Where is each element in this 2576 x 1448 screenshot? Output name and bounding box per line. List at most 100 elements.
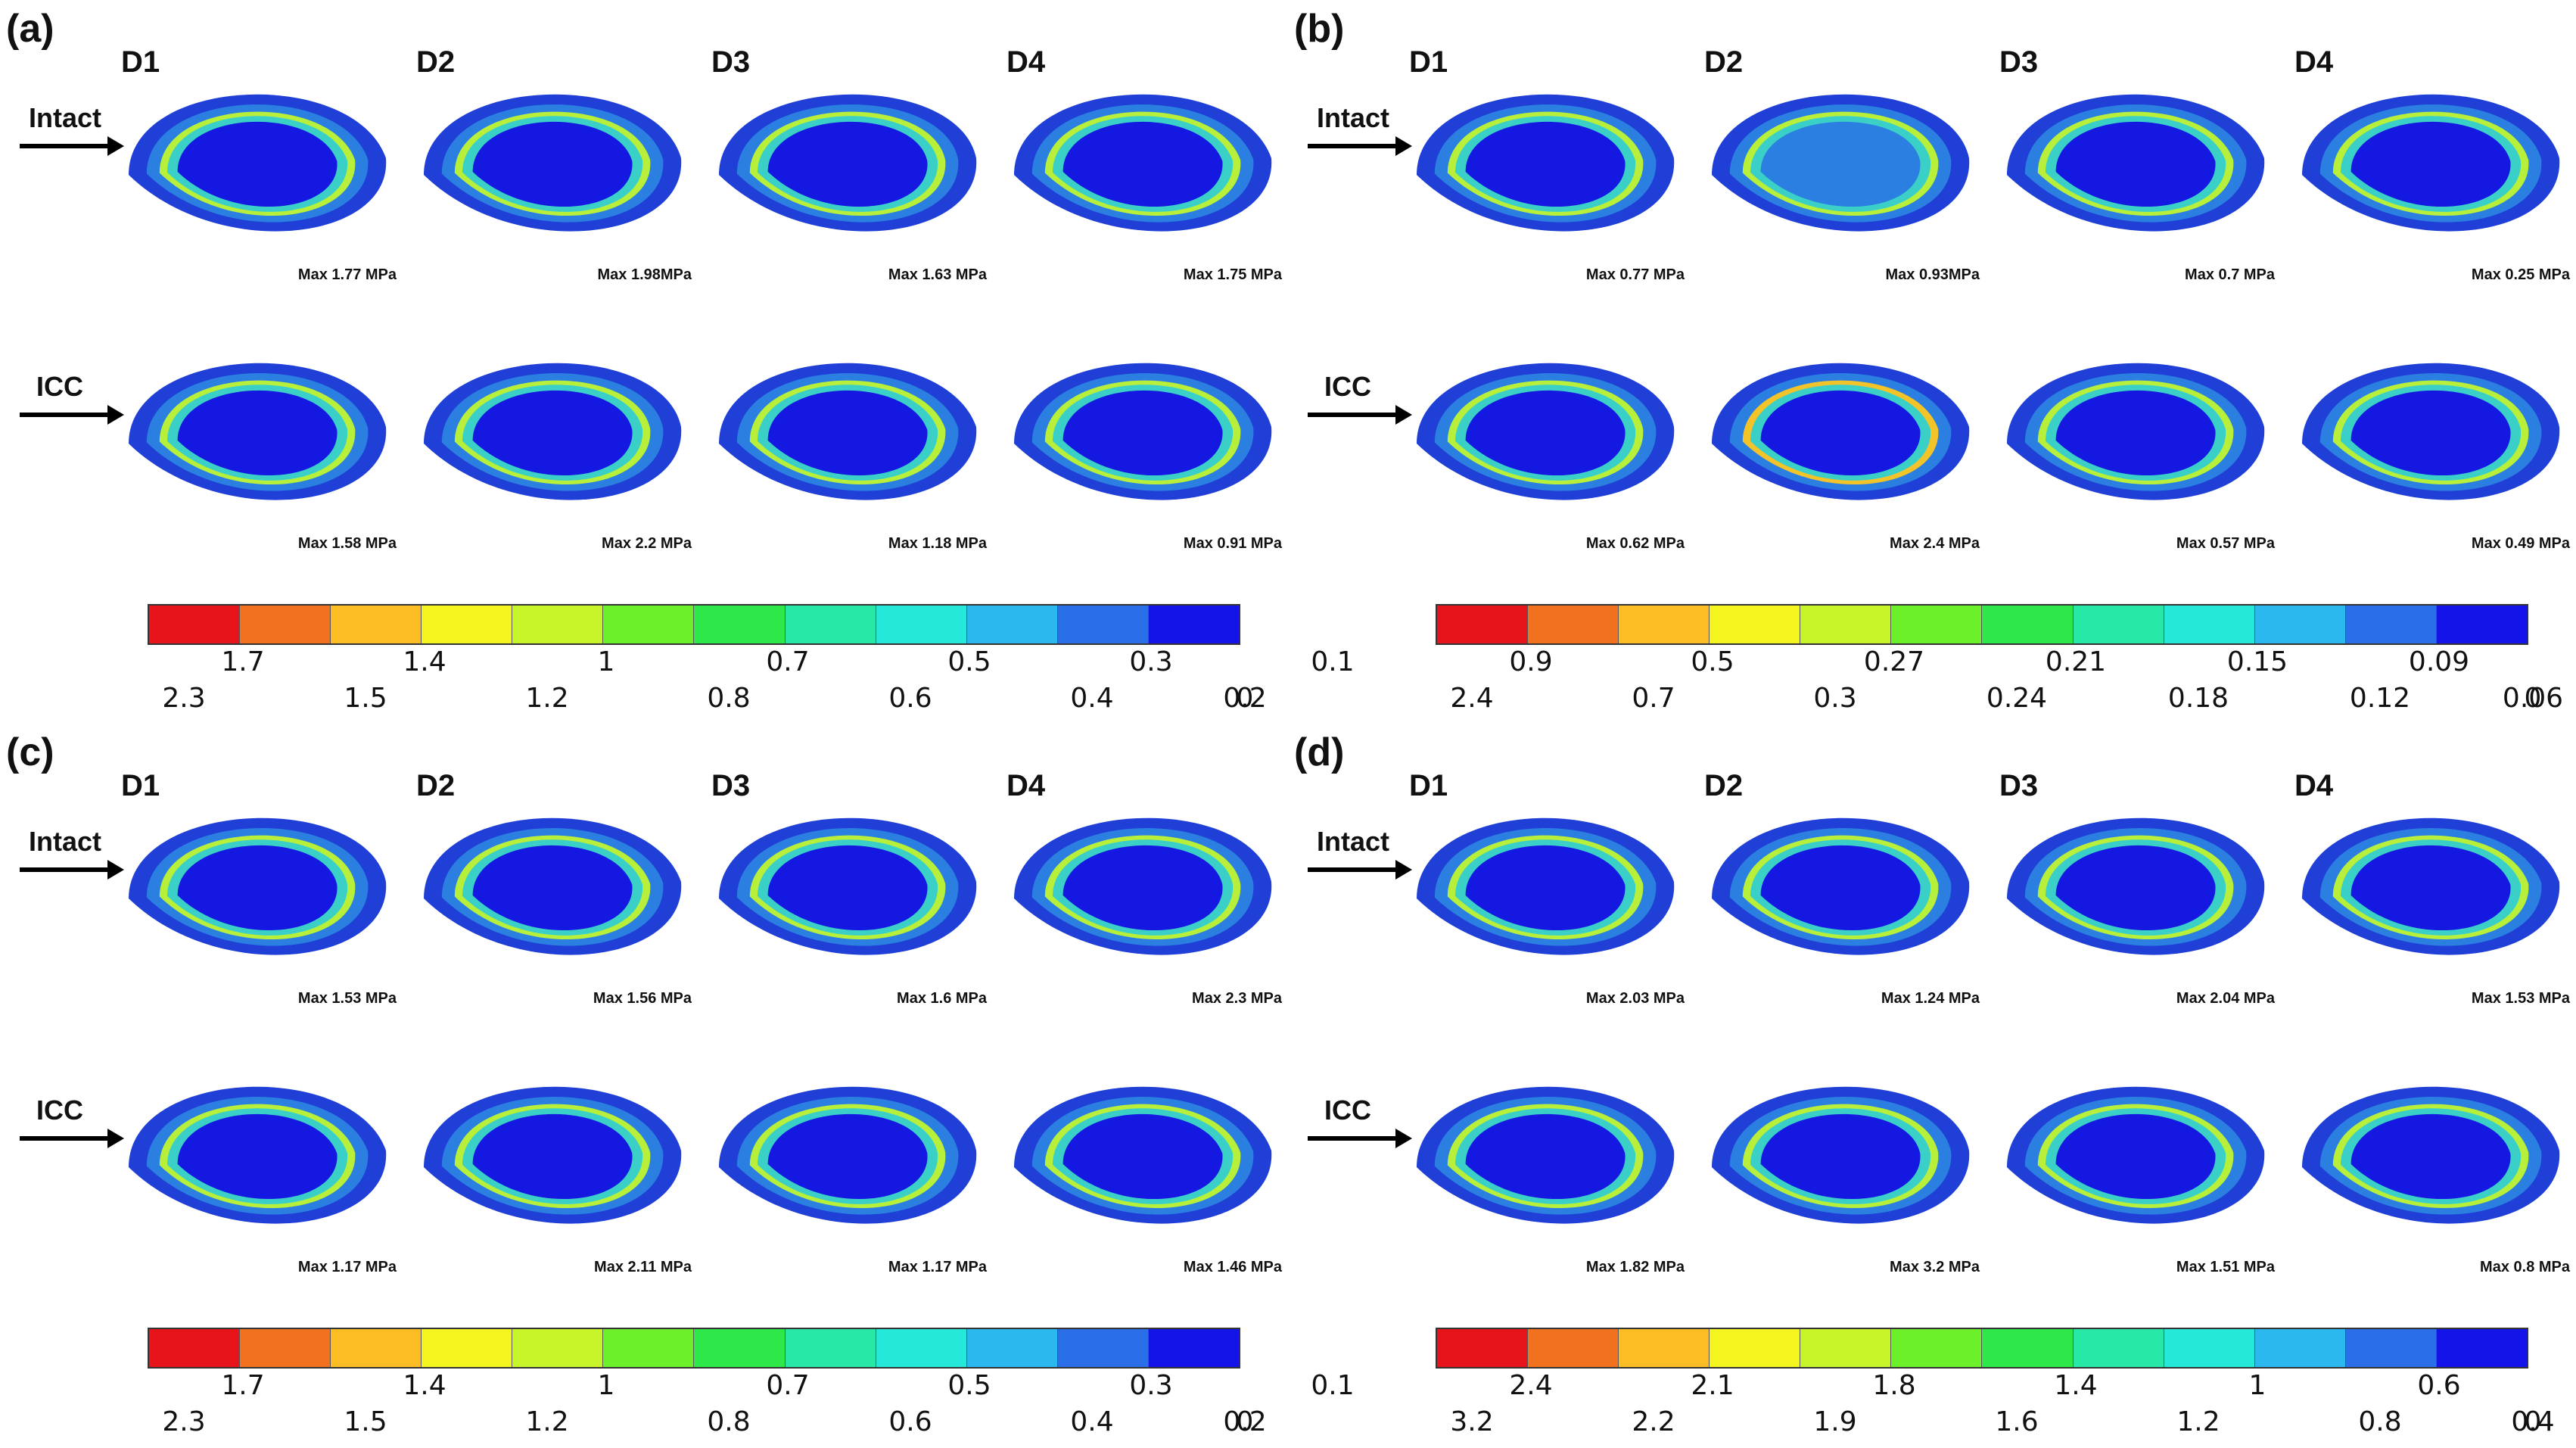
meniscus-model: Max 1.75 MPa [999, 72, 1286, 284]
max-stress-label: Max 1.53 MPa [297, 990, 397, 1007]
tick-label: 0.18 [2167, 683, 2229, 714]
column-label: D3 [1999, 45, 2039, 79]
contour-layer [1760, 1113, 1921, 1200]
colorbar-segment [1148, 1329, 1239, 1367]
meniscus-model: Max 0.91 MPa [999, 341, 1286, 553]
tick-label: 1.9 [1813, 1406, 1857, 1437]
meniscus-model: Max 1.17 MPa [114, 1064, 401, 1276]
colorbar-segment [2436, 606, 2527, 643]
tick-label: 0.8 [2358, 1406, 2402, 1437]
max-stress-label: Max 0.57 MPa [2176, 535, 2275, 552]
stress-contour-plot [1712, 94, 1970, 232]
colorbar-segment [694, 1329, 786, 1367]
meniscus-model: Max 0.8 MPa [2287, 1064, 2574, 1276]
contour-layer [1062, 390, 1223, 476]
tick-label: 0.2 [1223, 1406, 1267, 1437]
colorbar-segment [1057, 606, 1149, 643]
colorbar-segment [966, 1329, 1058, 1367]
tick-label: 0 [1236, 1406, 1254, 1437]
contour-layer [2350, 121, 2511, 207]
column-label: D2 [1704, 769, 1744, 802]
max-stress-label: Max 0.49 MPa [2471, 535, 2570, 552]
stress-contour-plot [1712, 817, 1970, 955]
tick-label: 0 [1236, 683, 1254, 714]
max-stress-label: Max 2.04 MPa [2176, 990, 2275, 1007]
max-stress-label: Max 3.2 MPa [1890, 1259, 1980, 1275]
tick-label: 0 [2524, 683, 2542, 714]
colorbar-segment [1057, 1329, 1149, 1367]
colorbar-segment [422, 1329, 513, 1367]
tick-label: 3.2 [1450, 1406, 1494, 1437]
max-stress-label: Max 1.17 MPa [297, 1259, 397, 1275]
meniscus-model: Max 0.77 MPa [1402, 72, 1689, 284]
stress-contour-plot [2302, 363, 2560, 500]
stress-contour-plot [2007, 1086, 2265, 1224]
arrow-icon [1308, 860, 1412, 880]
colorbar-segment [1619, 606, 1710, 643]
tick-label: 0.6 [888, 1406, 932, 1437]
tick-label: 0.3 [1129, 1370, 1173, 1401]
stress-contour-plot [129, 94, 387, 232]
tick-label: 0.24 [1986, 683, 2048, 714]
column-label: D4 [1006, 769, 1046, 802]
colorbar-segment [422, 606, 513, 643]
colorbar-segment [2345, 1329, 2437, 1367]
meniscus-model: Max 0.93MPa [1697, 72, 1984, 284]
meniscus-model: Max 1.18 MPa [704, 341, 991, 553]
meniscus-model: Max 0.62 MPa [1402, 341, 1689, 553]
contour-layer [1465, 845, 1626, 931]
panel-label: (c) [6, 730, 54, 774]
colorbar-segment [2073, 606, 2164, 643]
contour-layer [1062, 121, 1223, 207]
meniscus-model: Max 2.04 MPa [1992, 796, 2279, 1007]
max-stress-label: Max 1.75 MPa [1183, 266, 1282, 283]
row-label: ICC [1324, 371, 1371, 402]
colorbar-upper-ticks: 1.7 1.4 1 0.7 0.5 0.3 0.1 [148, 646, 1354, 677]
tick-label: 1.8 [1872, 1370, 1916, 1401]
colorbar-segment [1437, 606, 1529, 643]
tick-label: 1.4 [2054, 1370, 2098, 1401]
stress-contour-plot [424, 94, 682, 232]
max-stress-label: Max 0.7 MPa [2185, 266, 2275, 283]
colorbar [1436, 604, 2528, 645]
tick-label: 1.7 [221, 646, 265, 677]
arrow-icon [20, 860, 124, 880]
max-stress-label: Max 2.4 MPa [1890, 535, 1980, 552]
stress-contour-plot [2007, 363, 2265, 500]
column-label: D1 [121, 45, 160, 79]
stress-contour-plot [1712, 363, 1970, 500]
contour-layer [2055, 390, 2216, 476]
max-stress-label: Max 1.24 MPa [1881, 990, 1980, 1007]
colorbar-segment [1437, 1329, 1529, 1367]
contour-layer [2350, 845, 2511, 931]
meniscus-model: Max 2.2 MPa [409, 341, 696, 553]
tick-label: 1 [597, 646, 615, 677]
colorbar-segment [1891, 1329, 1983, 1367]
tick-label: 0.4 [2511, 1406, 2555, 1437]
contour-layer [177, 121, 338, 207]
stress-contour-plot [2007, 94, 2265, 232]
colorbar-segment [2073, 1329, 2164, 1367]
colorbar-segment [785, 1329, 876, 1367]
tick-label: 0.7 [766, 1370, 810, 1401]
meniscus-model: Max 2.4 MPa [1697, 341, 1984, 553]
stress-contour-plot [719, 817, 977, 955]
panel: (a) D1 D2 D3 D4 Intact Max 1.77 MPa Max 1.98MPa… [0, 0, 1355, 724]
tick-label: 0.09 [2408, 646, 2470, 677]
colorbar-segment [2436, 1329, 2527, 1367]
tick-label: 1.4 [403, 646, 446, 677]
tick-label: 0.06 [2502, 683, 2564, 714]
stress-contour-plot [1014, 1086, 1272, 1224]
tick-label: 0.7 [766, 646, 810, 677]
tick-label: 0.1 [1311, 646, 1355, 677]
row-label: ICC [36, 1095, 83, 1126]
tick-label: 1.5 [344, 1406, 387, 1437]
stress-contour-plot [424, 1086, 682, 1224]
colorbar-lower-ticks: 2.3 1.5 1.2 0.8 0.6 0.4 0.2 0 [148, 1406, 1266, 1437]
meniscus-model: Max 2.3 MPa [999, 796, 1286, 1007]
colorbar-segment [1619, 1329, 1710, 1367]
colorbar-segment [2164, 606, 2255, 643]
contour-layer [767, 390, 928, 476]
max-stress-label: Max 1.56 MPa [593, 990, 692, 1007]
colorbar-segment [1148, 606, 1239, 643]
